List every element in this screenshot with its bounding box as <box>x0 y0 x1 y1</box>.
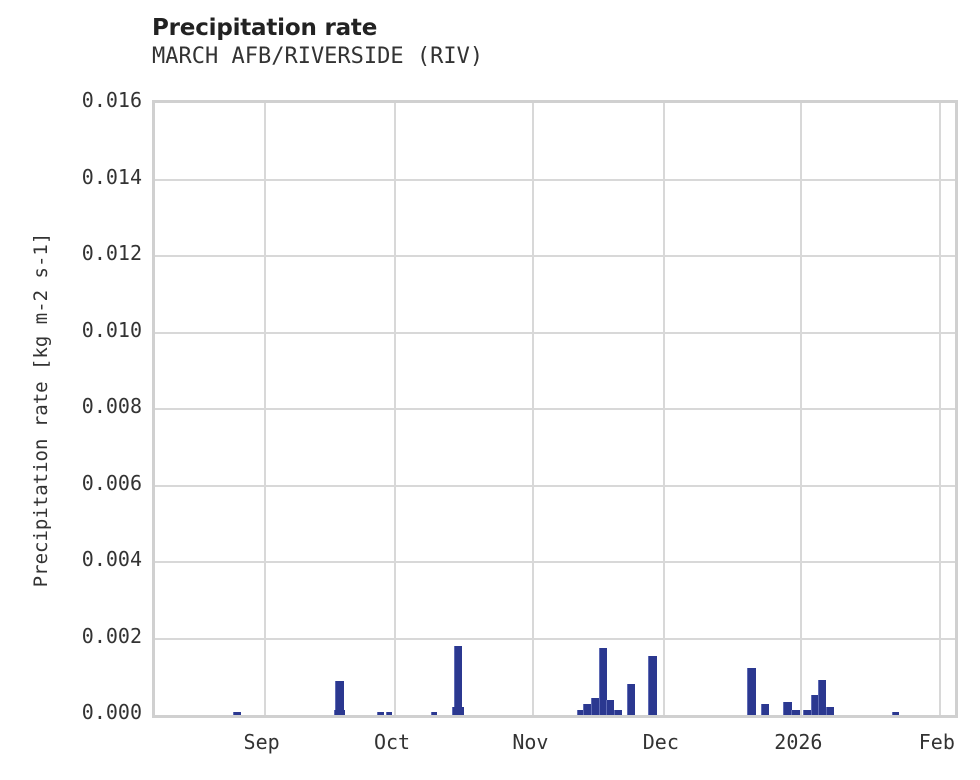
bar <box>783 701 792 715</box>
y-axis-tick-labels: 0.016 0.014 0.012 0.010 0.008 0.006 0.004 0.002… <box>0 0 142 780</box>
bar <box>647 655 657 715</box>
bar <box>430 712 438 715</box>
gridline-horizontal <box>155 561 955 563</box>
gridline-horizontal <box>155 408 955 410</box>
y-axis-tick-label: 0.006 <box>81 470 142 495</box>
y-axis-tick-label: 0.016 <box>81 88 142 112</box>
plot-inner <box>155 103 955 715</box>
x-axis-tick-label: Oct <box>373 730 411 754</box>
y-axis-tick-label: 0.010 <box>81 317 142 342</box>
bar <box>747 668 756 715</box>
gridline-horizontal <box>155 637 955 640</box>
gridline-horizontal <box>155 484 955 487</box>
bar <box>605 699 614 715</box>
bar <box>613 710 622 715</box>
bar <box>583 703 592 715</box>
gridline-horizontal <box>155 255 955 257</box>
bar <box>335 680 344 715</box>
bar <box>891 711 900 715</box>
title-block: Precipitation rate MARCH AFB/RIVERSIDE (… <box>152 14 972 72</box>
gridline-vertical <box>938 103 941 715</box>
bar <box>803 710 812 715</box>
y-axis-tick-label: 0.002 <box>81 623 142 648</box>
gridline-vertical <box>662 103 665 715</box>
bar <box>825 707 834 715</box>
chart-subtitle: MARCH AFB/RIVERSIDE (RIV) <box>152 44 484 69</box>
y-axis-tick-label: 0.008 <box>81 394 142 418</box>
gridline-vertical <box>800 103 803 715</box>
x-axis-tick-label: 2026 <box>774 730 823 754</box>
bar <box>452 706 464 715</box>
x-axis-tick-label: Nov <box>512 730 549 754</box>
bar <box>791 710 800 715</box>
bar <box>761 703 770 715</box>
bar <box>377 712 384 715</box>
x-axis-tick-label: Feb <box>918 730 955 754</box>
bar <box>626 684 635 715</box>
plot-area <box>152 100 958 718</box>
bar <box>233 711 241 715</box>
x-axis-tick-label: Dec <box>642 730 679 754</box>
page-title: Precipitation rate <box>152 15 378 41</box>
bar <box>810 695 819 715</box>
bar <box>385 712 393 715</box>
bar <box>817 679 826 715</box>
bar <box>590 697 599 715</box>
gridline-horizontal <box>155 178 955 181</box>
bar <box>453 646 462 715</box>
x-axis-tick-label: Sep <box>243 730 280 754</box>
y-axis-tick-label: 0.012 <box>81 241 142 265</box>
y-axis-tick-label: 0.014 <box>81 164 142 189</box>
y-axis-tick-label: 0.000 <box>81 700 142 724</box>
bar <box>598 648 607 715</box>
gridline-vertical <box>532 103 535 715</box>
gridline-horizontal <box>155 331 955 334</box>
bar <box>576 710 584 715</box>
bar <box>334 710 345 715</box>
gridline-vertical <box>394 103 396 715</box>
y-axis-tick-label: 0.004 <box>81 547 142 571</box>
gridline-vertical <box>263 103 266 715</box>
